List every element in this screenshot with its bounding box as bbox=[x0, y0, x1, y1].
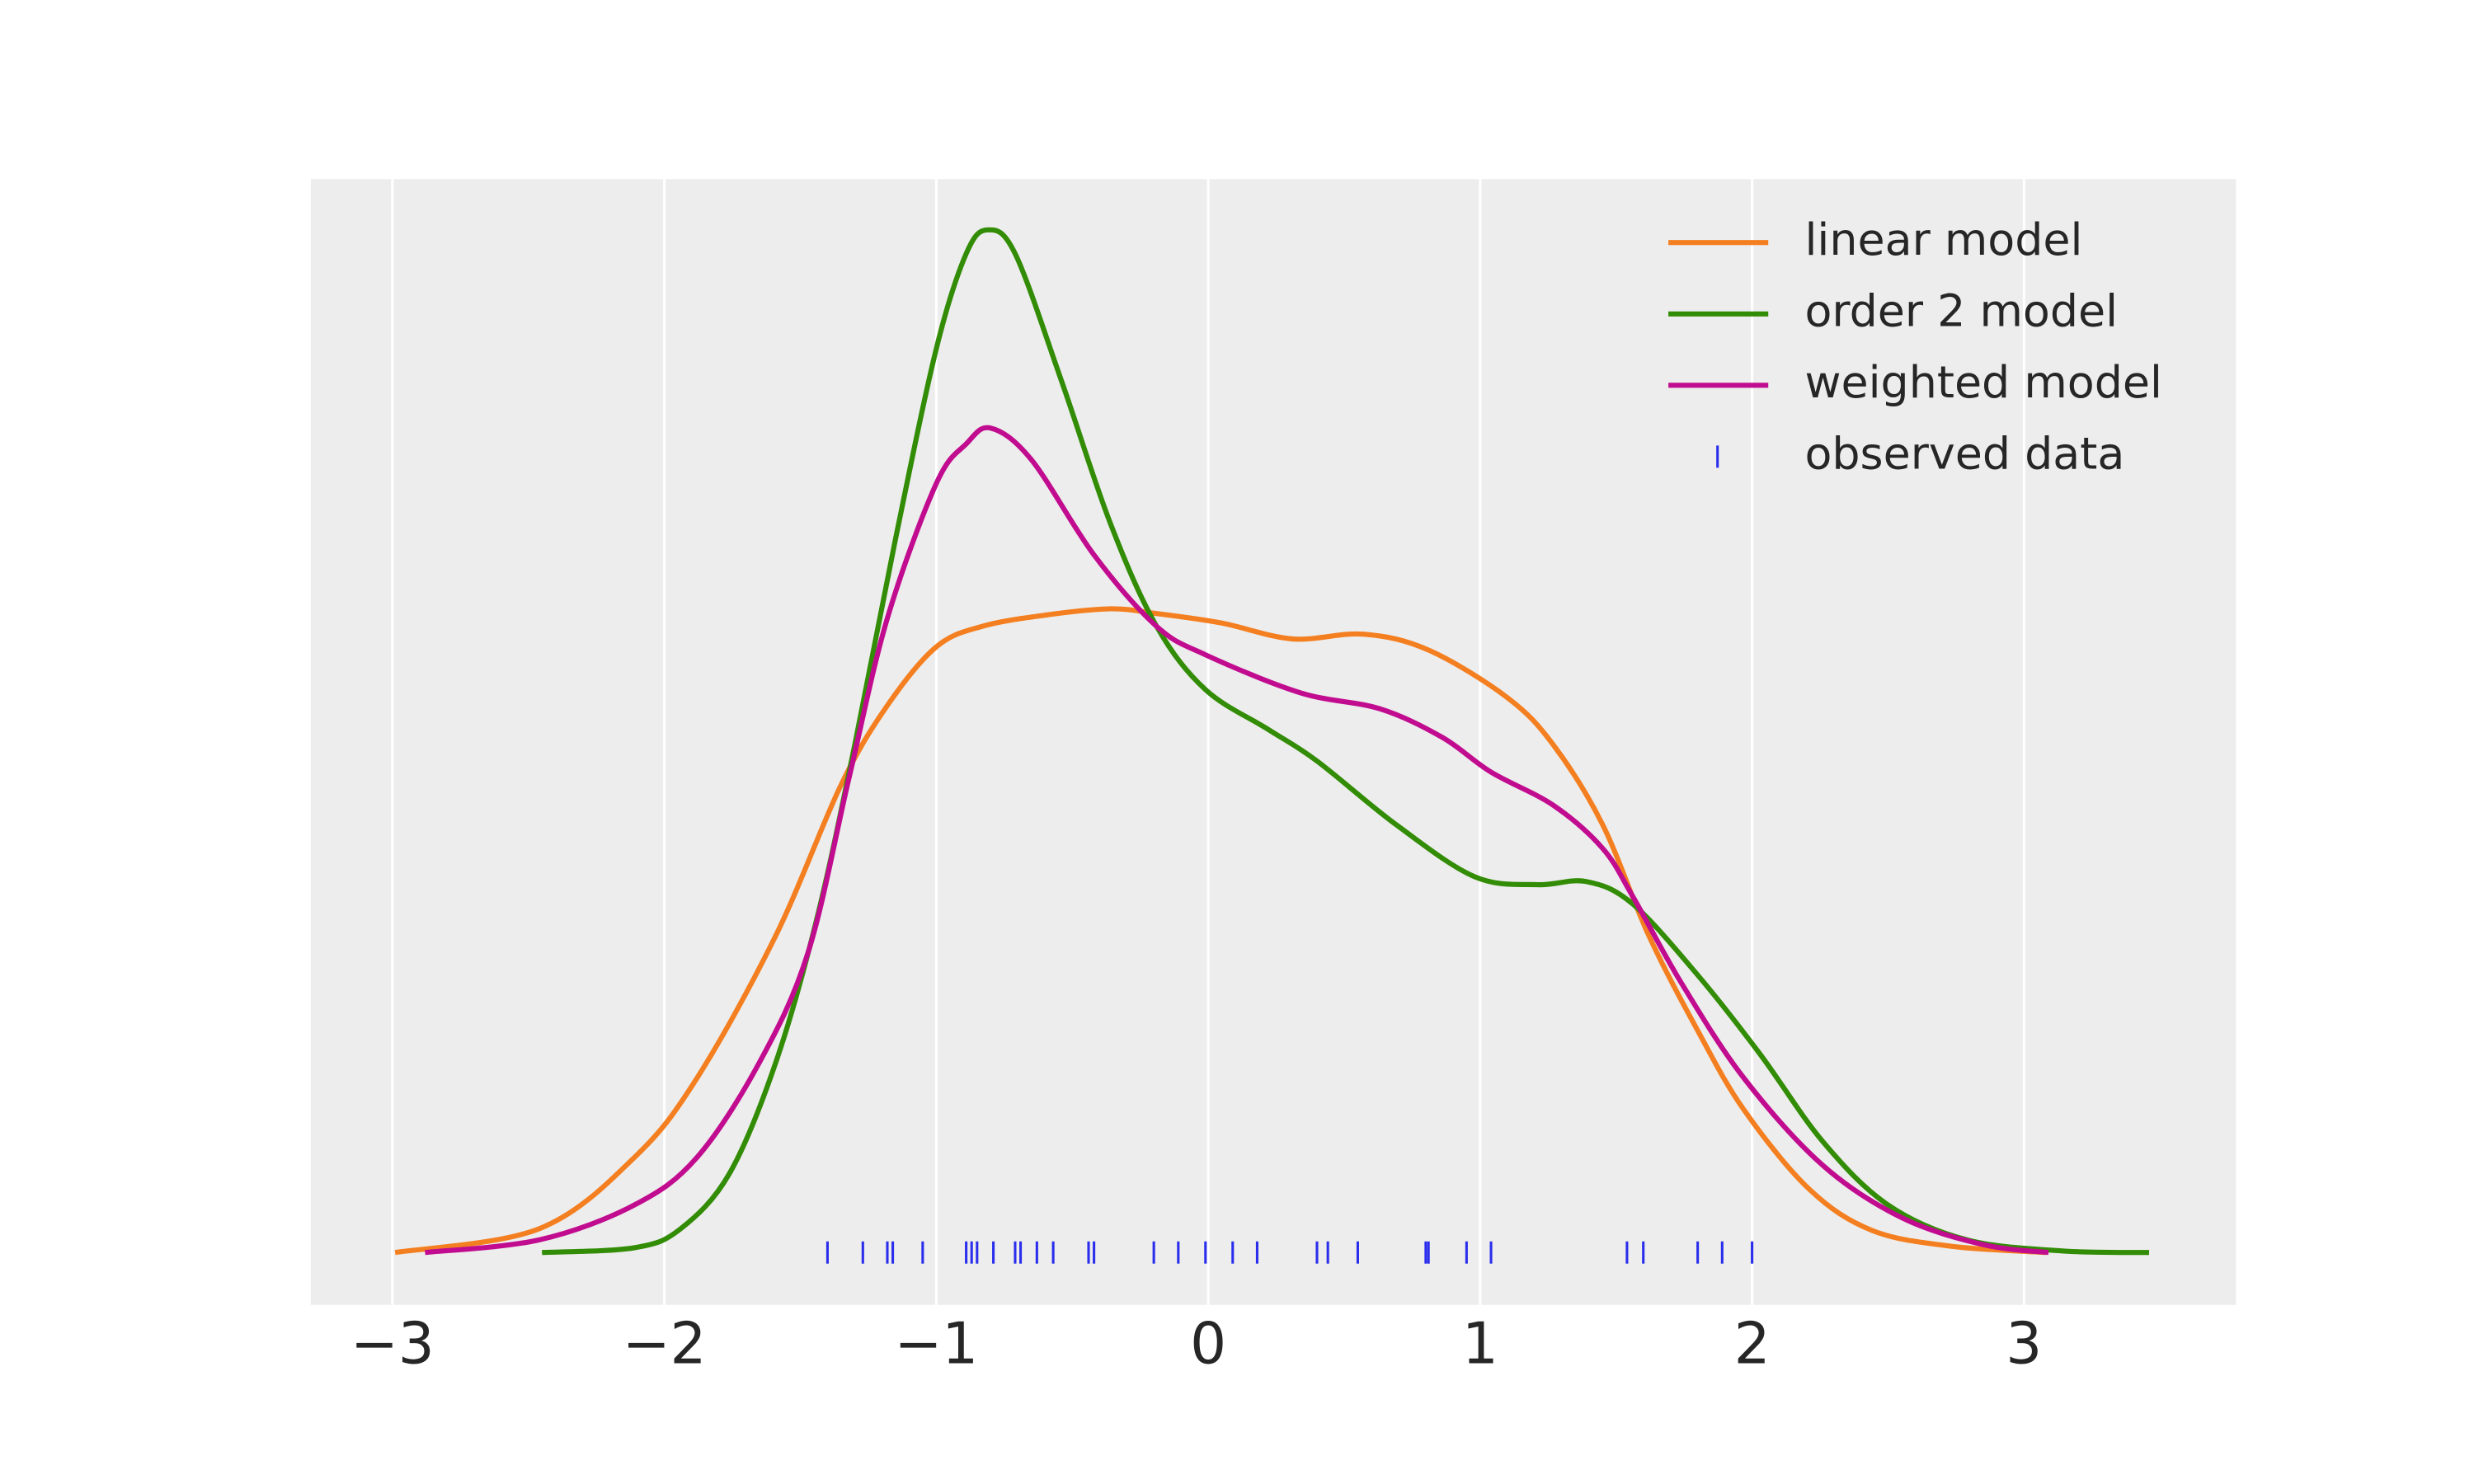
x-tick-label: −2 bbox=[623, 1312, 707, 1378]
density-curve bbox=[394, 606, 2046, 1256]
plot-area bbox=[310, 179, 2236, 1305]
x-tick-label: 2 bbox=[1734, 1312, 1771, 1378]
x-tick-label: −3 bbox=[350, 1312, 435, 1378]
legend-label: weighted model bbox=[1804, 356, 2162, 408]
x-tick-label: 0 bbox=[1190, 1312, 1226, 1378]
x-tick-label: 3 bbox=[2006, 1312, 2042, 1378]
legend-label: linear model bbox=[1804, 214, 2082, 265]
legend-label: order 2 model bbox=[1804, 284, 2118, 336]
density-curve bbox=[425, 425, 2049, 1256]
x-tick-label: −1 bbox=[894, 1312, 978, 1378]
legend-label: observed data bbox=[1804, 427, 2124, 479]
x-tick-label: 1 bbox=[1462, 1312, 1498, 1378]
